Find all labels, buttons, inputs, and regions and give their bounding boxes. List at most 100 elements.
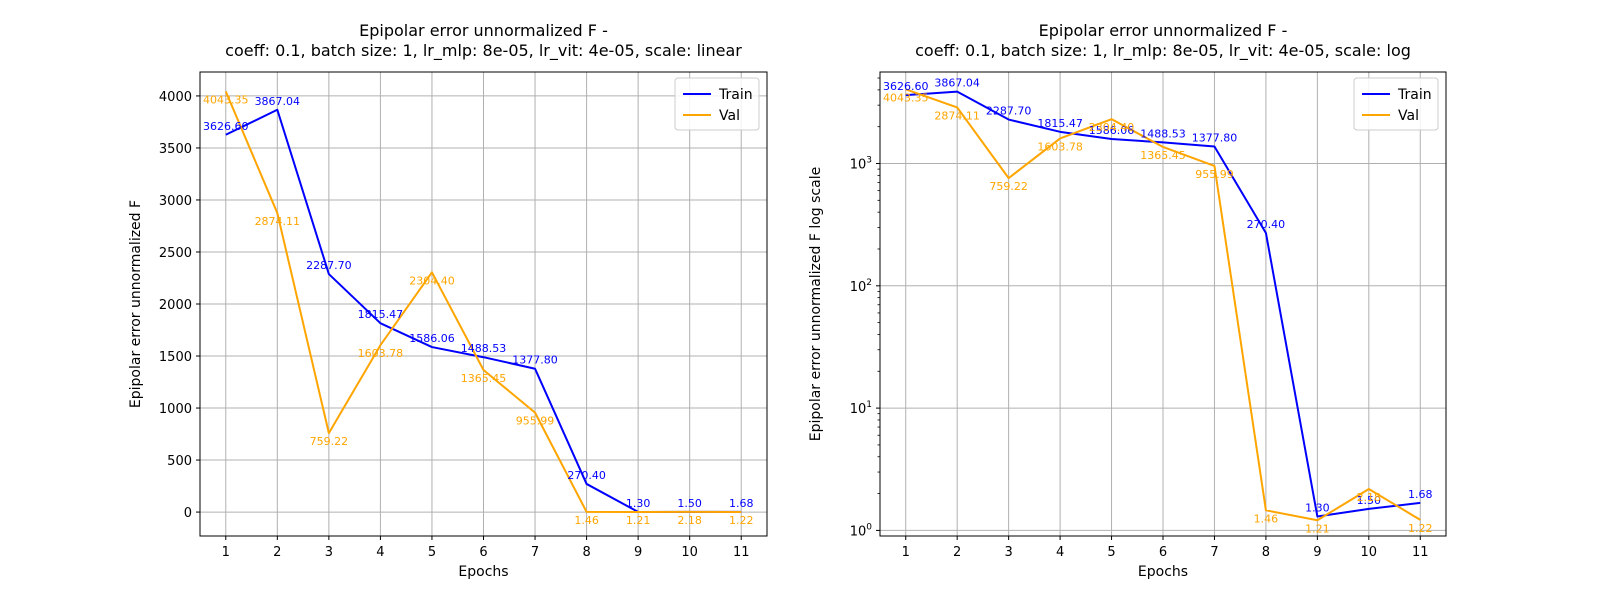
chart-panel-2: Epipolar error unnormalized F -coeff: 0.…	[808, 21, 1447, 580]
data-label-val: 2304.40	[1089, 121, 1135, 134]
y-tick-label: 1500	[159, 350, 192, 365]
data-label-val: 1.21	[1305, 522, 1330, 535]
data-label-val: 4043.35	[883, 91, 929, 104]
data-label-train: 1488.53	[461, 342, 507, 355]
y-tick-label: 100	[850, 522, 873, 539]
data-label-train: 1815.47	[1037, 117, 1083, 130]
y-tick-label: 1000	[159, 402, 192, 417]
legend-label-train: Train	[1397, 87, 1432, 103]
data-label-val: 2.18	[677, 514, 702, 527]
y-tick-label: 103	[850, 156, 872, 173]
y-tick-label: 2000	[159, 298, 192, 313]
data-label-val: 1.22	[1408, 522, 1433, 535]
x-tick-label: 11	[733, 545, 750, 560]
data-label-train: 1586.06	[1089, 124, 1135, 137]
x-tick-label: 5	[1107, 545, 1115, 560]
y-tick-label: 4000	[159, 90, 192, 105]
data-label-train: 1.50	[677, 497, 702, 510]
series-line-train	[905, 90, 1421, 518]
x-tick-label: 7	[531, 545, 539, 560]
data-label-val: 1.46	[1254, 512, 1279, 525]
x-tick-label: 6	[1159, 545, 1167, 560]
x-tick-label: 8	[582, 545, 590, 560]
legend-box	[674, 77, 760, 131]
axes-frame	[199, 71, 768, 537]
data-label-train: 1.50	[1357, 494, 1382, 507]
data-label-train: 270.40	[1247, 218, 1286, 231]
data-label-train: 3867.04	[934, 77, 980, 90]
data-label-val: 1365.45	[461, 372, 507, 385]
data-label-val: 2.18	[1357, 491, 1382, 504]
chart-title: Epipolar error unnormalized F -	[359, 21, 608, 40]
y-tick-label: 500	[167, 454, 192, 469]
x-tick-label: 9	[634, 545, 642, 560]
x-tick-label: 8	[1262, 545, 1270, 560]
x-tick-label: 2	[273, 545, 281, 560]
legend-label-train: Train	[718, 87, 753, 103]
data-label-val: 2304.40	[409, 274, 455, 287]
data-label-train: 1.30	[1305, 501, 1330, 514]
data-label-val: 1365.45	[1140, 149, 1186, 162]
data-label-train: 1815.47	[358, 308, 404, 321]
chart-subtitle: coeff: 0.1, batch size: 1, lr_mlp: 8e-05…	[915, 41, 1411, 61]
data-label-val: 1603.78	[1037, 140, 1083, 153]
axes-frame	[879, 71, 1447, 537]
data-label-val: 955.99	[516, 415, 555, 428]
x-tick-label: 4	[376, 545, 384, 560]
x-tick-label: 10	[1361, 545, 1378, 560]
x-tick-label: 9	[1313, 545, 1321, 560]
data-label-train: 3867.04	[255, 95, 301, 108]
chart-subtitle: coeff: 0.1, batch size: 1, lr_mlp: 8e-05…	[225, 41, 742, 61]
x-tick-label: 1	[902, 545, 910, 560]
y-tick-label: 102	[850, 278, 872, 295]
data-label-val: 1.21	[626, 514, 651, 527]
chart-panel-1: Epipolar error unnormalized F -coeff: 0.…	[128, 21, 768, 580]
x-tick-label: 10	[681, 545, 698, 560]
x-tick-label: 3	[1004, 545, 1012, 560]
y-tick-label: 0	[184, 506, 192, 521]
data-label-train: 1.68	[1408, 488, 1433, 501]
x-axis-label: Epochs	[1138, 564, 1188, 580]
data-label-val: 759.22	[989, 180, 1028, 193]
data-label-train: 270.40	[567, 469, 606, 482]
grid	[880, 72, 1446, 536]
legend-label-val: Val	[1398, 108, 1419, 124]
data-label-train: 3626.60	[883, 80, 929, 93]
data-label-val: 955.99	[1195, 168, 1234, 181]
data-label-train: 3626.60	[203, 120, 249, 133]
data-label-train: 1377.80	[512, 354, 558, 367]
data-label-train: 1.68	[729, 497, 754, 510]
x-tick-label: 11	[1412, 545, 1429, 560]
x-tick-label: 5	[428, 545, 436, 560]
chart-title: Epipolar error unnormalized F -	[1039, 21, 1288, 40]
y-tick-label: 101	[850, 400, 872, 417]
legend: Train Val	[674, 77, 760, 131]
data-label-train: 2287.70	[306, 259, 352, 272]
x-tick-label: 1	[222, 545, 230, 560]
x-tick-label: 7	[1210, 545, 1218, 560]
data-label-train: 1.30	[626, 497, 651, 510]
legend: Train Val	[1353, 77, 1439, 131]
y-tick-label: 2500	[159, 246, 192, 261]
x-tick-label: 6	[479, 545, 487, 560]
x-tick-label: 2	[953, 545, 961, 560]
grid	[200, 72, 767, 536]
legend-label-val: Val	[719, 108, 740, 124]
data-label-train: 1488.53	[1140, 127, 1186, 140]
data-label-val: 2874.11	[934, 109, 980, 122]
data-label-val: 759.22	[310, 435, 349, 448]
data-label-train: 1377.80	[1192, 131, 1238, 144]
data-label-val: 1603.78	[358, 347, 404, 360]
y-tick-label: 3500	[159, 142, 192, 157]
series-line-val	[905, 88, 1421, 522]
x-tick-label: 3	[325, 545, 333, 560]
data-label-val: 4043.35	[203, 93, 249, 106]
data-label-val: 1.46	[574, 514, 599, 527]
y-axis-label: Epipolar error unnormalized F log scale	[808, 167, 824, 441]
data-label-train: 2287.70	[986, 105, 1032, 118]
y-axis-label: Epipolar error unnormalized F	[128, 200, 144, 408]
data-label-train: 1586.06	[409, 332, 455, 345]
data-label-val: 2874.11	[255, 215, 301, 228]
y-tick-label: 3000	[159, 194, 192, 209]
